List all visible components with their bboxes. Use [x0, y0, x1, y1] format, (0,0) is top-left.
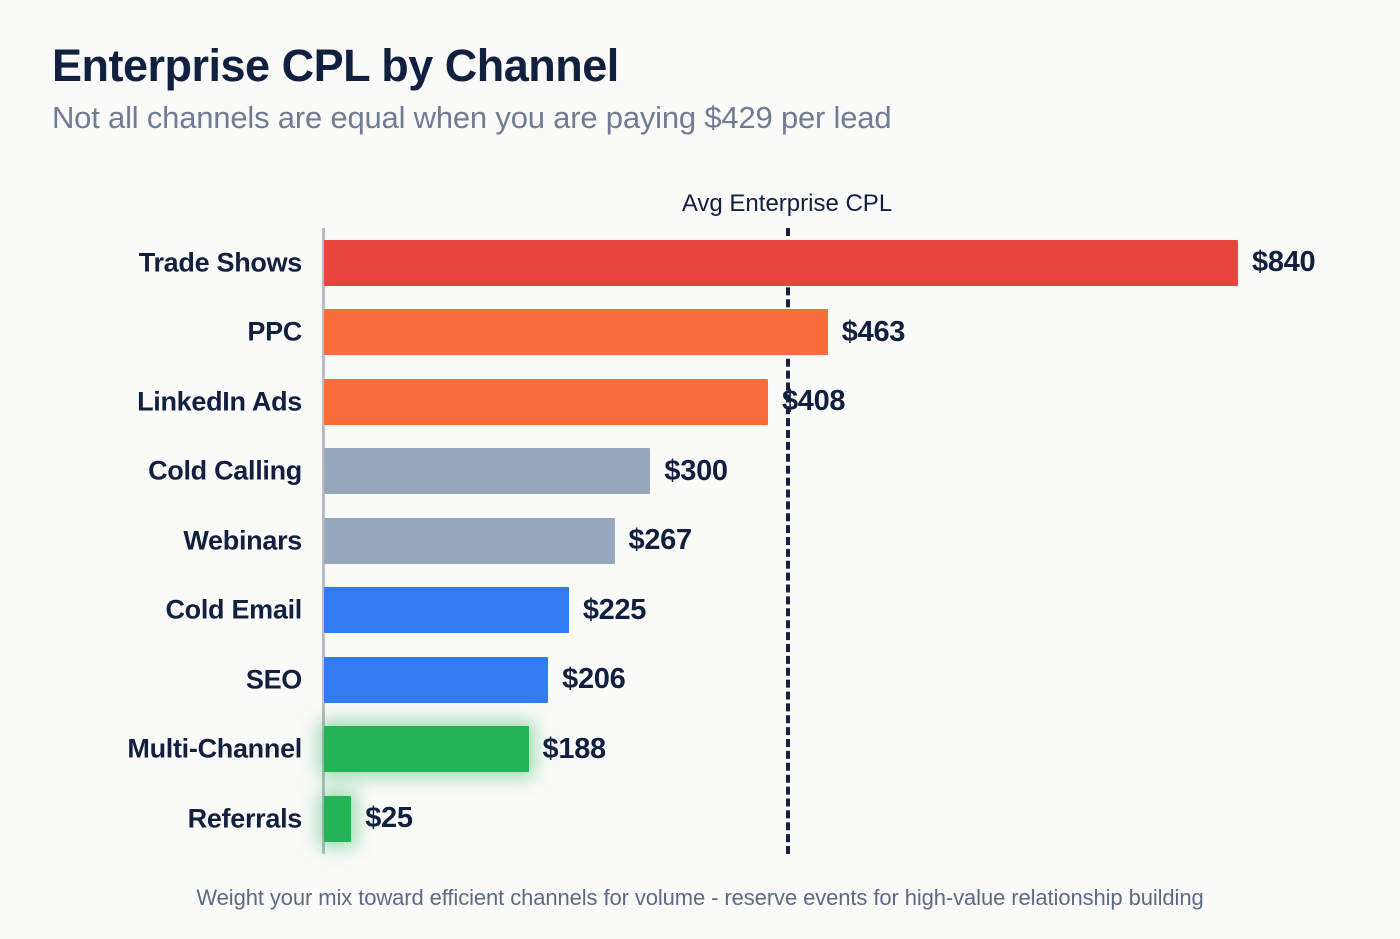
bar-category-label: Webinars — [183, 525, 302, 556]
bar-track: $408 — [324, 378, 846, 425]
bar-track: $840 — [324, 239, 1316, 286]
bar-fill[interactable] — [324, 448, 651, 495]
bar-fill[interactable] — [324, 587, 569, 634]
bar-track: $25 — [324, 795, 413, 842]
bar-row[interactable]: LinkedIn Ads $408 — [0, 367, 1400, 437]
bar-value-label: $206 — [562, 663, 626, 696]
chart-footnote: Weight your mix toward efficient channel… — [196, 885, 1204, 910]
bar-fill[interactable] — [324, 378, 768, 425]
bar-track: $225 — [324, 587, 647, 634]
bar-value-label: $267 — [628, 524, 693, 557]
bar-row[interactable]: SEO $206 — [0, 645, 1400, 715]
bar-row[interactable]: Cold Email $225 — [0, 576, 1400, 646]
bar-value-label: $408 — [781, 385, 846, 418]
bar-fill[interactable] — [324, 726, 529, 773]
bar-row[interactable]: Cold Calling $300 — [0, 437, 1400, 507]
bar-track: $206 — [324, 656, 626, 703]
bar-category-label: Multi-Channel — [127, 733, 302, 764]
bar-category-label: PPC — [247, 316, 302, 347]
bar-track: $300 — [324, 448, 728, 495]
bar-fill[interactable] — [324, 517, 615, 564]
bar-series: Trade Shows $840 PPC $463 LinkedIn Ads $408 Co… — [0, 228, 1400, 854]
bar-row[interactable]: Webinars $267 — [0, 506, 1400, 576]
bar-value-label: $225 — [582, 593, 647, 626]
bar-track: $267 — [324, 517, 693, 564]
bar-category-label: LinkedIn Ads — [137, 386, 302, 417]
bar-value-label: $840 — [1252, 246, 1316, 279]
bar-row[interactable]: Multi-Channel $188 — [0, 715, 1400, 785]
bar-fill[interactable] — [324, 309, 828, 356]
bar-chart-plot-area: Avg Enterprise CPL Trade Shows $840 PPC $46… — [0, 190, 1400, 870]
bar-track: $463 — [324, 309, 906, 356]
bar-value-label: $300 — [664, 454, 728, 487]
page-title: Enterprise CPL by Channel — [52, 40, 619, 91]
bar-category-label: Cold Calling — [148, 455, 302, 486]
chart-header: Enterprise CPL by Channel Not all channe… — [52, 42, 1352, 135]
bar-fill[interactable] — [324, 795, 352, 842]
reference-line-label: Avg Enterprise CPL — [681, 190, 893, 217]
bar-value-label: $25 — [365, 802, 413, 835]
bar-category-label: Trade Shows — [138, 247, 303, 278]
average-cpl-reference-line — [786, 228, 790, 854]
bar-value-label: $188 — [542, 732, 607, 765]
bar-fill[interactable] — [324, 239, 1238, 286]
bar-category-label: Referrals — [187, 803, 303, 834]
page-subtitle: Not all channels are equal when you are … — [52, 100, 892, 136]
bar-track: $188 — [324, 726, 607, 773]
bar-row[interactable]: PPC $463 — [0, 298, 1400, 368]
bar-fill[interactable] — [324, 656, 549, 703]
bar-value-label: $463 — [841, 315, 906, 348]
bar-row[interactable]: Trade Shows $840 — [0, 228, 1400, 298]
bar-row[interactable]: Referrals $25 — [0, 784, 1400, 854]
bar-category-label: SEO — [245, 664, 302, 695]
y-axis-line — [322, 228, 325, 854]
bar-category-label: Cold Email — [165, 594, 302, 625]
